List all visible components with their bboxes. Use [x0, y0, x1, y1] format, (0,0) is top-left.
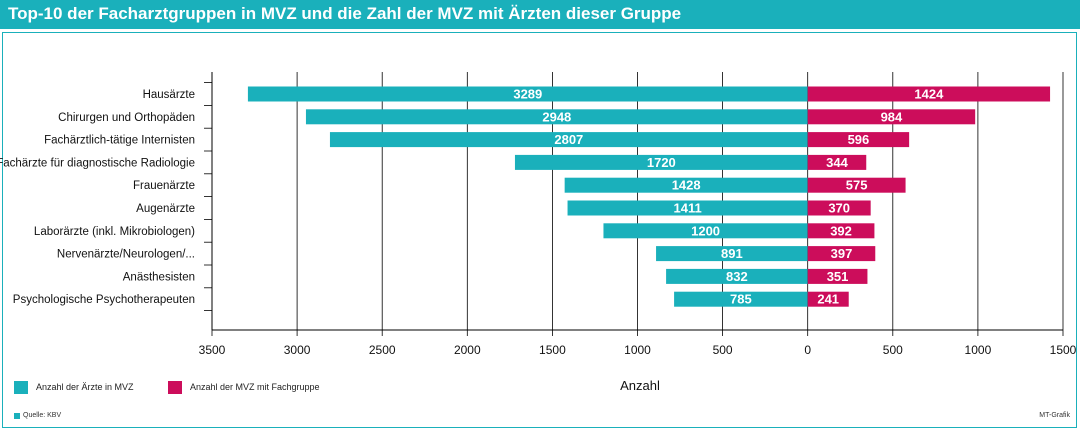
category-label: Frauenärzte [133, 180, 195, 192]
data-label-right: 596 [848, 132, 870, 147]
chart-title: Top-10 der Facharztgruppen in MVZ und di… [8, 4, 682, 23]
title-bar: Top-10 der Facharztgruppen in MVZ und di… [0, 0, 1080, 29]
bar-right [807, 86, 1051, 102]
bar-right [807, 109, 976, 125]
bar-left [247, 86, 808, 102]
x-tick-label: 0 [804, 343, 811, 357]
data-label-left: 1428 [672, 178, 701, 193]
data-label-left: 2948 [542, 109, 571, 124]
category-label: Augenärzte [136, 203, 195, 215]
category-label: Chirurgen und Orthopäden [58, 112, 195, 124]
x-tick-label: 2000 [454, 343, 481, 357]
legend-label-right: Anzahl der MVZ mit Fachgruppe [190, 382, 320, 392]
data-label-right: 344 [826, 155, 848, 170]
bar-left [603, 223, 808, 239]
x-tick-label: 500 [883, 343, 903, 357]
data-label-left: 785 [730, 292, 752, 307]
bar-right [807, 223, 875, 239]
bar-right [807, 291, 849, 307]
legend-item-right: Anzahl der MVZ mit Fachgruppe [168, 380, 320, 394]
x-tick-label: 2500 [369, 343, 396, 357]
x-tick-label: 3500 [199, 343, 226, 357]
bar-right [807, 154, 867, 170]
x-tick-label: 3000 [284, 343, 311, 357]
bar-right [807, 132, 910, 148]
category-label: Nervenärzte/Neurologen/... [57, 249, 195, 261]
data-label-left: 3289 [513, 87, 542, 102]
legend-swatch-right [168, 380, 182, 394]
x-tick-label: 500 [713, 343, 733, 357]
data-label-right: 397 [831, 246, 853, 261]
category-label: Fachärzte für diagnostische Radiologie [0, 157, 195, 169]
data-label-right: 241 [817, 292, 839, 307]
category-label: Fachärztlich-tätige Internisten [44, 135, 195, 147]
data-label-right: 984 [881, 109, 903, 124]
bar-right [807, 177, 906, 193]
data-label-right: 351 [827, 269, 849, 284]
bar-left [567, 200, 808, 216]
data-label-right: 575 [846, 178, 868, 193]
source-text: Quelle: KBV [23, 412, 62, 419]
bar-right [807, 268, 868, 284]
bar-left [305, 109, 808, 125]
data-label-left: 1411 [674, 201, 702, 216]
x-axis-label: Anzahl [620, 378, 660, 393]
category-label: Laborärzte (inkl. Mikrobiologen) [34, 226, 195, 238]
bar-left [674, 291, 808, 307]
bar-left [564, 177, 808, 193]
footer-source: Quelle: KBV [14, 412, 61, 419]
data-label-right: 370 [828, 201, 850, 216]
bar-left [514, 154, 808, 170]
bar-right [807, 200, 871, 216]
category-label: Psychologische Psychotherapeuten [13, 294, 195, 306]
x-tick-label: 1500 [1050, 343, 1077, 357]
category-label: Hausärzte [143, 89, 195, 101]
data-label-right: 1424 [914, 87, 944, 102]
bar-right [807, 246, 876, 262]
data-label-left: 891 [721, 246, 743, 261]
data-label-left: 832 [726, 269, 748, 284]
legend-item-left: Anzahl der Ärzte in MVZ [14, 380, 134, 394]
x-tick-label: 1000 [624, 343, 651, 357]
bar-left [666, 268, 808, 284]
data-label-left: 2807 [554, 132, 583, 147]
x-tick-label: 1500 [539, 343, 566, 357]
chart-frame [2, 32, 1077, 428]
x-tick-label: 1000 [965, 343, 992, 357]
source-square-icon [14, 412, 20, 419]
legend-label-left: Anzahl der Ärzte in MVZ [36, 382, 134, 392]
data-label-right: 392 [830, 223, 852, 238]
bar-left [656, 246, 808, 262]
data-label-left: 1720 [647, 155, 676, 170]
data-label-left: 1200 [691, 223, 720, 238]
bar-left [329, 132, 808, 148]
category-label: Anästhesisten [123, 271, 195, 283]
legend-swatch-left [14, 380, 28, 394]
footer-credit: MT-Grafik [1039, 412, 1070, 419]
